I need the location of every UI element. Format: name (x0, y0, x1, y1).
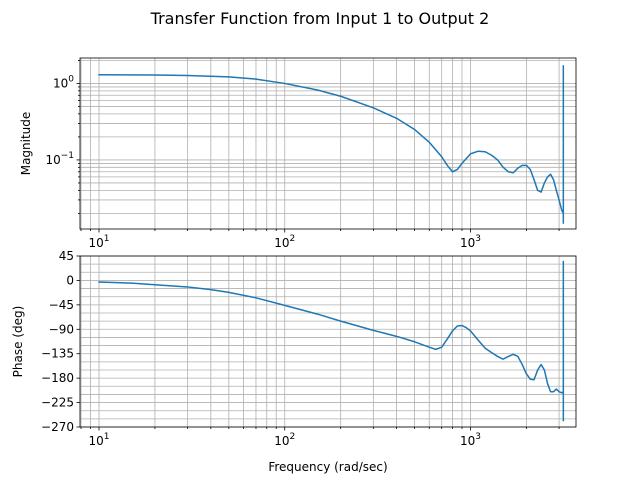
magnitude-y-axis-label: Magnitude (19, 112, 33, 176)
x-tick-label: 101 (89, 234, 110, 250)
x-tick-label: 103 (460, 234, 481, 250)
y-tick-label: −135 (41, 347, 74, 361)
y-tick-label: 0 (66, 273, 74, 287)
phase-plot: 101 102 103 45 0 −45 −90 −135 −180 −225 −270 Phase … (11, 249, 577, 474)
phase-series-line (98, 260, 565, 422)
figure-title: Transfer Function from Input 1 to Output… (150, 9, 490, 28)
y-tick-label: 10−1 (45, 151, 74, 167)
magnitude-x-grid (80, 58, 560, 233)
y-tick-label: −225 (41, 396, 74, 410)
y-tick-label: 100 (53, 74, 74, 90)
x-tick-label: 102 (274, 432, 295, 448)
magnitude-axes-frame (79, 57, 577, 230)
y-tick-label: −270 (41, 420, 74, 434)
x-tick-label: 103 (460, 432, 481, 448)
x-tick-label: 102 (274, 234, 295, 250)
phase-y-axis-label: Phase (deg) (11, 306, 25, 378)
y-tick-label: −90 (49, 322, 74, 336)
magnitude-y-grid (76, 60, 576, 214)
y-tick-label: −180 (41, 371, 74, 385)
phase-x-axis-label: Frequency (rad/sec) (268, 460, 387, 474)
x-tick-label: 101 (89, 432, 110, 448)
y-tick-label: 45 (59, 249, 74, 263)
phase-axes-frame (79, 255, 577, 428)
y-tick-label: −45 (49, 298, 74, 312)
magnitude-series-line (98, 65, 565, 224)
magnitude-plot: 101 102 103 100 10−1 Magnitude (19, 57, 577, 250)
